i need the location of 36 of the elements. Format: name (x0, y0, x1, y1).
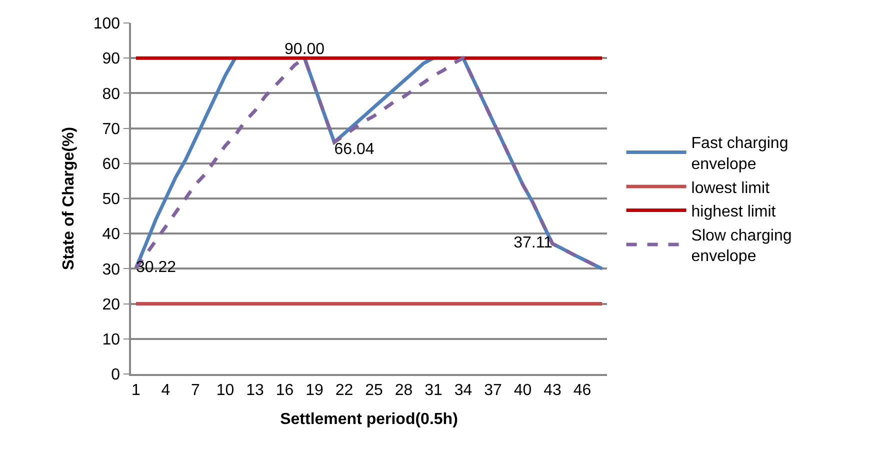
data-label: 37.11 (514, 234, 553, 252)
x-tick-label: 22 (335, 382, 354, 399)
y-tick-label: 30 (102, 261, 120, 278)
x-tick-label: 4 (161, 382, 170, 399)
x-tick-label: 43 (544, 382, 562, 399)
x-tick-label: 34 (454, 382, 472, 399)
x-tick-label: 37 (484, 382, 502, 399)
x-tick-label: 46 (573, 382, 592, 399)
y-tick-label: 100 (93, 16, 120, 33)
x-tick-label: 19 (306, 382, 324, 399)
y-axis-title: State of Charge(%) (60, 126, 78, 270)
x-tick-label: 10 (216, 382, 234, 399)
x-tick-label: 25 (365, 382, 383, 399)
y-tick-label: 50 (102, 191, 120, 208)
data-label: 30.22 (136, 258, 176, 276)
y-tick-label: 70 (102, 120, 120, 138)
x-tick-label: 1 (132, 382, 141, 399)
x-tick-label: 28 (394, 382, 413, 399)
legend-label: Slow charging envelope (691, 227, 792, 266)
y-tick-label: 80 (102, 86, 120, 103)
legend-label: lowest limit (691, 180, 770, 197)
x-tick-label: 31 (424, 382, 442, 399)
y-tick-label: 60 (102, 156, 120, 173)
x-axis-title: Settlement period(0.5h) (280, 411, 458, 428)
y-tick-label: 0 (111, 366, 120, 384)
y-tick-label: 20 (102, 296, 120, 314)
x-tick-label: 7 (191, 382, 200, 399)
y-tick-label: 40 (102, 226, 120, 244)
y-tick-label: 10 (102, 332, 120, 348)
y-tick-label: 90 (102, 50, 120, 68)
x-tick-label: 40 (514, 382, 532, 399)
x-tick-label: 13 (246, 382, 264, 399)
x-tick-label: 16 (276, 382, 294, 399)
data-label: 66.04 (334, 141, 374, 158)
legend-label: highest limit (691, 204, 776, 221)
data-label: 90.00 (284, 41, 325, 58)
